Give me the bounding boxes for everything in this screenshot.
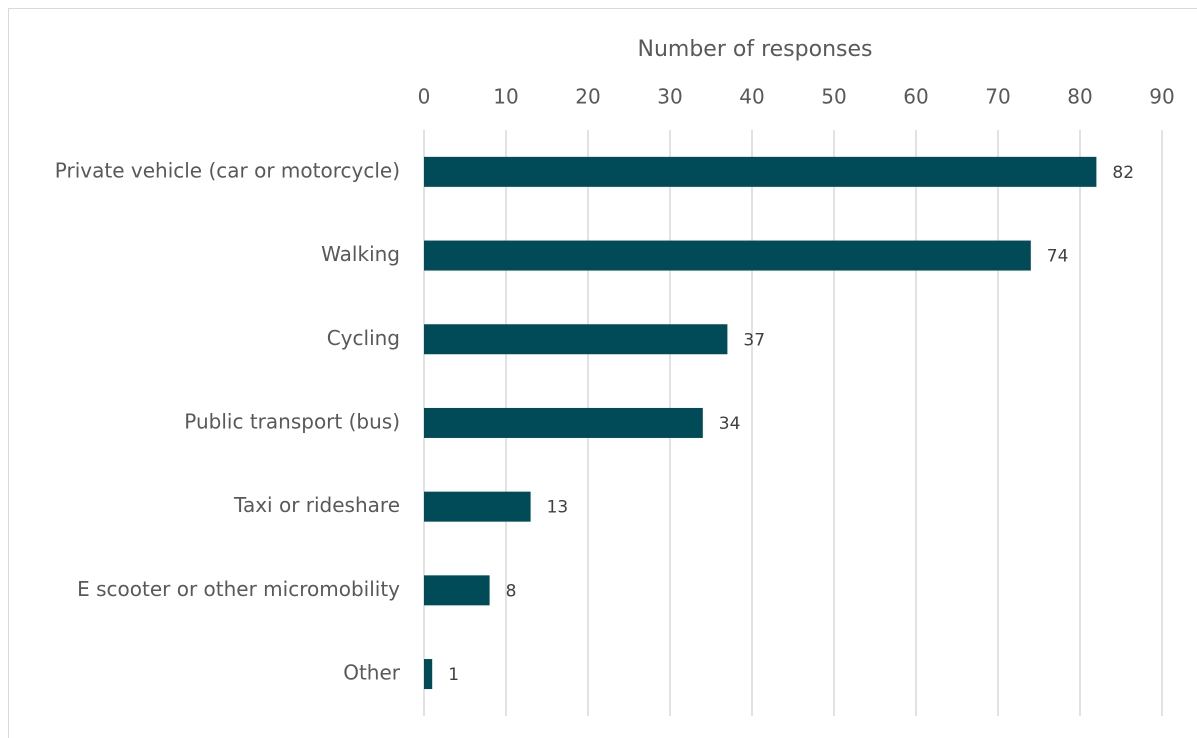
category-label: Taxi or rideshare <box>233 493 400 517</box>
bar <box>424 491 531 522</box>
x-tick-label: 90 <box>1149 85 1174 109</box>
x-tick-label: 70 <box>985 85 1010 109</box>
bar <box>424 575 490 606</box>
value-label: 34 <box>719 414 741 434</box>
category-label: Cycling <box>327 326 400 350</box>
x-tick-label: 30 <box>657 85 682 109</box>
value-label: 13 <box>547 498 569 518</box>
x-tick-label: 20 <box>575 85 600 109</box>
category-label: Public transport (bus) <box>184 409 400 433</box>
x-tick-label: 50 <box>821 85 846 109</box>
x-tick-label: 80 <box>1067 85 1092 109</box>
axis-title: Number of responses <box>638 37 873 62</box>
x-tick-label: 0 <box>418 85 431 109</box>
x-tick-label: 60 <box>903 85 928 109</box>
bar <box>424 240 1031 271</box>
value-label: 37 <box>743 330 765 350</box>
bar <box>424 324 728 355</box>
category-label: Other <box>343 661 401 685</box>
category-label: E scooter or other micromobility <box>77 577 400 601</box>
value-label: 82 <box>1112 163 1134 183</box>
x-tick-label: 10 <box>493 85 518 109</box>
bar <box>424 156 1097 187</box>
category-label: Private vehicle (car or motorcycle) <box>55 158 400 182</box>
value-label: 74 <box>1047 247 1069 267</box>
chart-border <box>8 8 1197 738</box>
x-tick-label: 40 <box>739 85 764 109</box>
bar <box>424 407 703 438</box>
category-label: Walking <box>321 242 400 266</box>
bar <box>424 659 433 690</box>
value-label: 1 <box>448 665 459 685</box>
value-label: 8 <box>506 581 517 601</box>
